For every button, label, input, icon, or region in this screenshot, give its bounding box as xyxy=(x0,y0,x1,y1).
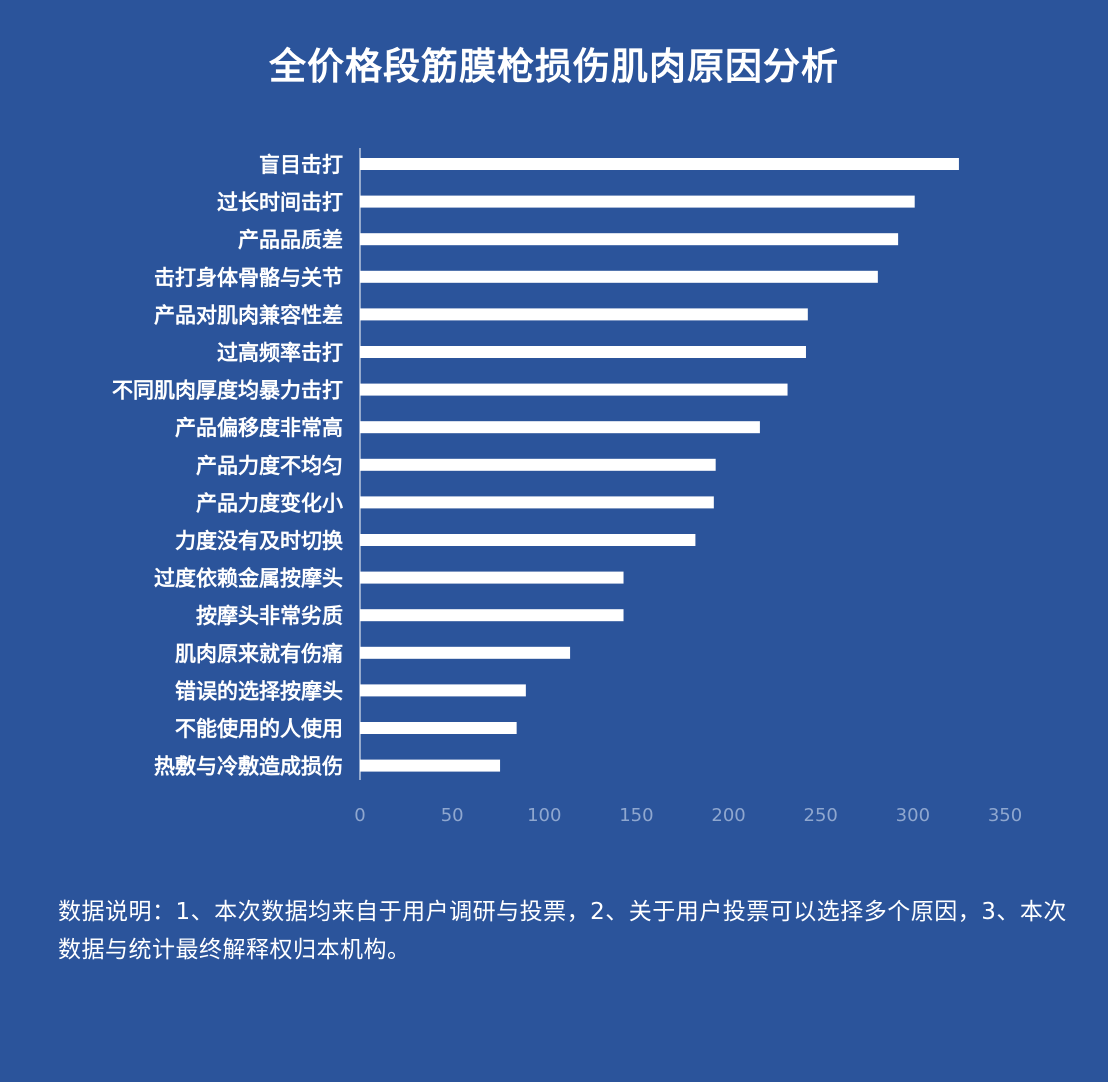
bar xyxy=(360,233,899,246)
x-tick-label: 250 xyxy=(804,805,838,826)
bar xyxy=(360,195,915,208)
x-tick-label: 50 xyxy=(441,805,464,826)
category-label: 产品力度不均匀 xyxy=(196,454,343,478)
bar xyxy=(360,383,788,396)
bar xyxy=(360,722,517,734)
chart-title: 全价格段筋膜枪损伤肌肉原因分析 xyxy=(269,45,839,88)
x-tick-label: 350 xyxy=(988,805,1022,826)
category-label: 击打身体骨骼与关节 xyxy=(154,266,343,290)
bar xyxy=(360,646,571,659)
category-label: 盲目击打 xyxy=(259,153,343,177)
category-label: 肌肉原来就有伤痛 xyxy=(175,642,343,666)
bar xyxy=(360,496,714,509)
bar xyxy=(360,346,806,358)
category-label: 错误的选择按摩头 xyxy=(175,679,343,703)
category-label: 产品力度变化小 xyxy=(196,491,343,515)
bar xyxy=(360,609,624,622)
bar-chart: 盲目击打过长时间击打产品品质差击打身体骨骼与关节产品对肌肉兼容性差过高频率击打不… xyxy=(112,148,1022,826)
bar xyxy=(360,270,878,283)
data-note: 数据说明：1、本次数据均来自于用户调研与投票，2、关于用户投票可以选择多个原因，… xyxy=(58,899,1067,963)
bar xyxy=(360,684,526,697)
x-tick-label: 200 xyxy=(711,805,745,826)
category-label: 过高频率击打 xyxy=(217,341,343,365)
category-label: 产品偏移度非常高 xyxy=(175,416,343,440)
category-label: 不能使用的人使用 xyxy=(175,717,343,741)
bar xyxy=(360,534,696,546)
category-label: 过度依赖金属按摩头 xyxy=(154,567,343,591)
bar xyxy=(360,759,501,772)
category-label: 按摩头非常劣质 xyxy=(196,604,343,628)
x-tick-label: 0 xyxy=(354,805,365,826)
category-label: 产品品质差 xyxy=(238,228,343,252)
bar xyxy=(360,458,716,471)
category-label: 热敷与冷敷造成损伤 xyxy=(154,755,343,779)
bar xyxy=(360,421,760,434)
bar xyxy=(360,158,959,170)
x-tick-label: 100 xyxy=(527,805,561,826)
category-label: 不同肌肉厚度均暴力击打 xyxy=(112,379,343,403)
x-tick-label: 300 xyxy=(896,805,930,826)
bar xyxy=(360,571,624,584)
category-label: 过长时间击打 xyxy=(217,191,343,215)
category-label: 产品对肌肉兼容性差 xyxy=(154,303,343,327)
bar xyxy=(360,308,808,321)
category-label: 力度没有及时切换 xyxy=(175,529,344,553)
x-tick-label: 150 xyxy=(619,805,653,826)
